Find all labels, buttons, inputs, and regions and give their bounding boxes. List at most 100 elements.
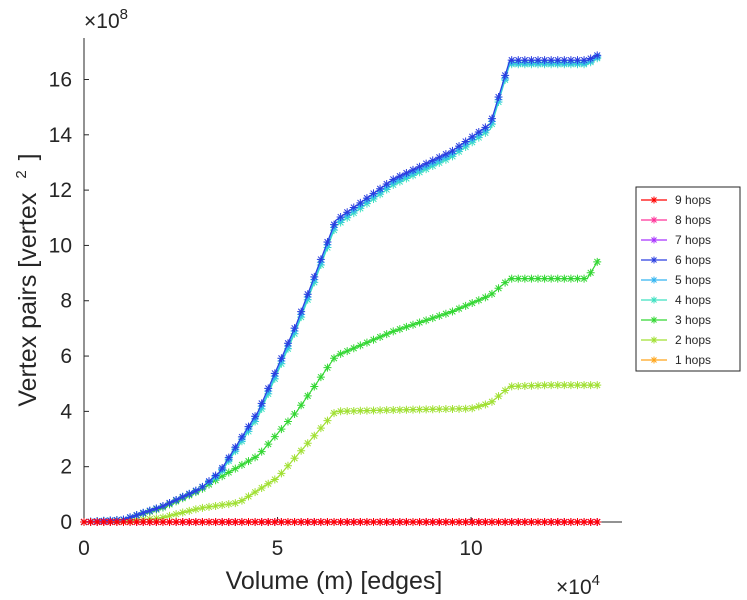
data-point-marker	[251, 412, 260, 421]
data-point-marker	[514, 382, 523, 391]
data-point-marker	[270, 432, 279, 441]
data-point-marker	[218, 501, 227, 510]
data-point-marker	[330, 409, 339, 418]
data-point-marker	[362, 518, 371, 526]
data-point-marker	[455, 404, 464, 413]
data-point-marker	[165, 518, 174, 526]
data-point-marker	[547, 274, 556, 283]
data-point-marker	[343, 407, 352, 416]
data-point-marker	[415, 162, 424, 171]
data-point-marker	[264, 479, 273, 488]
series-5-hops	[80, 52, 602, 526]
data-point-marker	[547, 56, 556, 65]
legend-label: 7 hops	[675, 233, 711, 247]
data-point-marker	[395, 518, 404, 526]
data-point-marker	[330, 220, 339, 229]
data-point-marker	[474, 518, 483, 526]
data-point-marker	[362, 406, 371, 415]
data-point-marker	[382, 518, 391, 526]
legend-label: 3 hops	[675, 313, 711, 327]
data-point-marker	[356, 518, 365, 526]
data-point-marker	[461, 404, 470, 413]
data-point-marker	[310, 518, 319, 526]
data-point-marker	[415, 518, 424, 526]
data-point-marker	[534, 56, 543, 65]
data-point-marker	[650, 296, 658, 304]
data-point-marker	[586, 268, 595, 277]
legend-label: 1 hops	[675, 353, 711, 367]
data-point-marker	[573, 274, 582, 283]
legend-entry-9-hops: 9 hops	[641, 193, 711, 207]
data-point-marker	[369, 189, 378, 198]
data-point-marker	[356, 406, 365, 415]
data-point-marker	[382, 330, 391, 339]
data-point-marker	[481, 518, 490, 526]
data-point-marker	[158, 518, 167, 526]
data-point-marker	[376, 518, 385, 526]
data-point-marker	[520, 518, 529, 526]
data-point-marker	[481, 123, 490, 132]
data-point-marker	[415, 405, 424, 414]
data-point-marker	[211, 501, 220, 510]
data-point-marker	[237, 518, 246, 526]
data-point-marker	[257, 483, 266, 492]
data-point-marker	[231, 443, 240, 452]
data-point-marker	[297, 401, 306, 410]
data-point-marker	[507, 382, 516, 391]
data-point-marker	[468, 132, 477, 141]
data-point-marker	[362, 194, 371, 203]
data-point-marker	[540, 518, 549, 526]
data-point-marker	[303, 439, 312, 448]
data-point-marker	[86, 518, 95, 526]
data-point-marker	[158, 513, 167, 522]
data-point-marker	[264, 440, 273, 449]
data-point-marker	[494, 284, 503, 293]
data-point-marker	[408, 165, 417, 174]
data-point-marker	[251, 453, 260, 462]
data-point-marker	[408, 320, 417, 329]
data-point-marker	[527, 56, 536, 65]
data-point-marker	[343, 518, 352, 526]
data-point-marker	[257, 399, 266, 408]
data-point-marker	[369, 335, 378, 344]
data-point-marker	[244, 518, 253, 526]
data-point-marker	[501, 71, 510, 80]
data-point-marker	[297, 518, 306, 526]
data-point-marker	[586, 518, 595, 526]
data-point-marker	[376, 184, 385, 193]
data-point-marker	[323, 518, 332, 526]
data-point-marker	[650, 216, 658, 224]
data-point-marker	[343, 347, 352, 356]
data-point-marker	[244, 422, 253, 431]
data-point-marker	[435, 405, 444, 414]
data-point-marker	[185, 489, 194, 498]
data-point-marker	[283, 339, 292, 348]
data-point-marker	[428, 156, 437, 165]
data-point-marker	[152, 518, 161, 526]
series-9-hops	[80, 518, 602, 526]
data-point-marker	[422, 159, 431, 168]
data-point-marker	[277, 518, 286, 526]
data-point-marker	[566, 56, 575, 65]
data-point-marker	[402, 518, 411, 526]
data-point-marker	[126, 513, 135, 522]
series-3-hops	[80, 257, 602, 526]
data-point-marker	[185, 506, 194, 515]
data-point-marker	[435, 153, 444, 162]
data-point-marker	[303, 518, 312, 526]
data-point-marker	[343, 208, 352, 217]
data-point-marker	[218, 463, 227, 472]
data-point-marker	[402, 322, 411, 331]
data-point-marker	[389, 327, 398, 336]
data-point-marker	[251, 488, 260, 497]
data-point-marker	[494, 518, 503, 526]
y-tick-label: 6	[60, 345, 72, 368]
series-6-hops	[80, 51, 602, 526]
legend-label: 6 hops	[675, 253, 711, 267]
data-point-marker	[330, 518, 339, 526]
data-point-marker	[650, 256, 658, 264]
legend-label: 8 hops	[675, 213, 711, 227]
data-point-marker	[553, 274, 562, 283]
data-point-marker	[547, 381, 556, 390]
data-point-marker	[277, 469, 286, 478]
